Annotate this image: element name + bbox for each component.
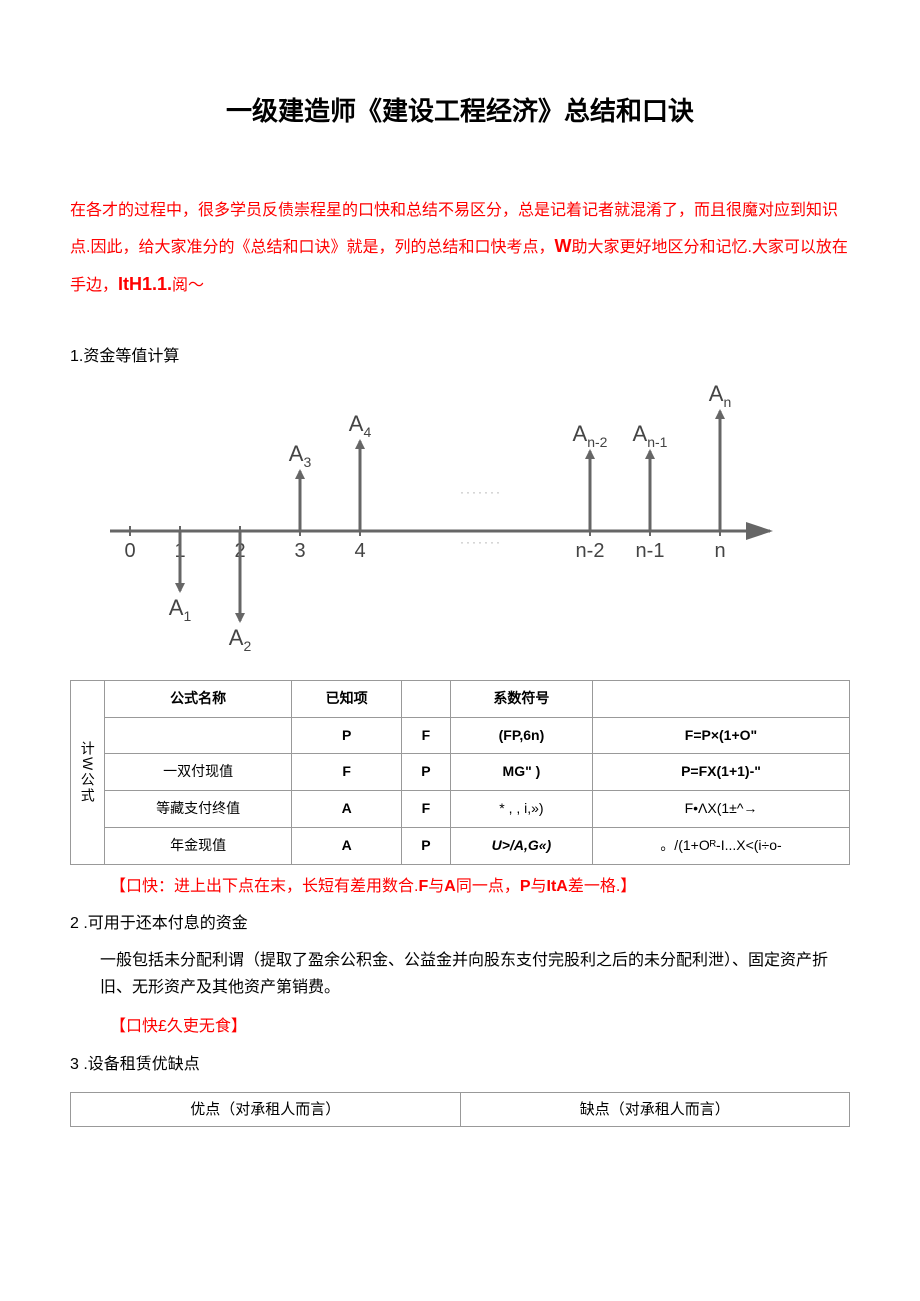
table-row: 等藏支付终值 A F * , , i,») F•ΛX(1±^→	[71, 791, 850, 828]
intro-bold-w: W	[554, 236, 571, 256]
cons-header: 缺点（对承租人而言）	[460, 1092, 850, 1127]
section2-head: 2 .可用于还本付息的资金	[70, 910, 850, 937]
th-known: 已知项	[292, 680, 402, 717]
pros-cons-table: 优点（对承租人而言） 缺点（对承租人而言）	[70, 1092, 850, 1128]
th-name: 公式名称	[104, 680, 292, 717]
svg-text:4: 4	[354, 540, 365, 562]
svg-text:n: n	[714, 540, 725, 562]
mnemonic-2: 【口快£久吏无食】	[110, 1013, 850, 1040]
svg-text:·······: ·······	[460, 485, 502, 499]
cashflow-diagram: 01234n-2n-1n··············A1A2A3A4An-2An…	[70, 381, 790, 661]
svg-text:An: An	[709, 381, 731, 410]
svg-text:An-1: An-1	[633, 421, 668, 450]
section2-body: 一般包括未分配利谓（提取了盈余公积金、公益金并向股东支付完股利之后的未分配利泄）…	[100, 947, 850, 1001]
svg-text:A3: A3	[289, 441, 312, 470]
svg-text:·······: ·······	[460, 535, 502, 549]
section3-head: 3 .设备租赁优缺点	[70, 1051, 850, 1078]
intro-paragraph: 在各才的过程中，很多学员反债崇程星的口快和总结不易区分，总是记着记者就混淆了，而…	[70, 194, 850, 303]
page-title: 一级建造师《建设工程经济》总结和口诀	[70, 90, 850, 134]
svg-text:n-2: n-2	[576, 540, 605, 562]
intro-tail: 阅〜	[172, 277, 204, 294]
svg-text:A1: A1	[169, 595, 192, 624]
formula-table: 计W公式 公式名称 已知项 系数符号 P F (FP,6n) F=P×(1+O"…	[70, 680, 850, 865]
svg-text:0: 0	[124, 540, 135, 562]
table-row: 一双付现值 F P MG" ) P=FX(1+1)-"	[71, 754, 850, 791]
pros-header: 优点（对承租人而言）	[71, 1092, 461, 1127]
svg-text:A2: A2	[229, 625, 252, 654]
table-row: 年金现值 A P U>/A,G«) 。/(1+Oᴿ-I...X<(i÷o-	[71, 827, 850, 864]
svg-text:n-1: n-1	[636, 540, 665, 562]
th-formula	[592, 680, 849, 717]
svg-text:An-2: An-2	[573, 421, 608, 450]
svg-text:3: 3	[294, 540, 305, 562]
svg-text:A4: A4	[349, 411, 372, 440]
table-row: P F (FP,6n) F=P×(1+O"	[71, 717, 850, 754]
table-side-label: 计W公式	[71, 680, 105, 864]
section1-head: 1.资金等值计算	[70, 343, 850, 370]
intro-bold-it: ItH1.1.	[118, 274, 172, 294]
th-blank	[401, 680, 450, 717]
th-symbol: 系数符号	[450, 680, 592, 717]
mnemonic-1: 【口快：进上出下点在末，长短有差用数合.F与A同一点，P与ItA差一格.】	[110, 873, 850, 900]
